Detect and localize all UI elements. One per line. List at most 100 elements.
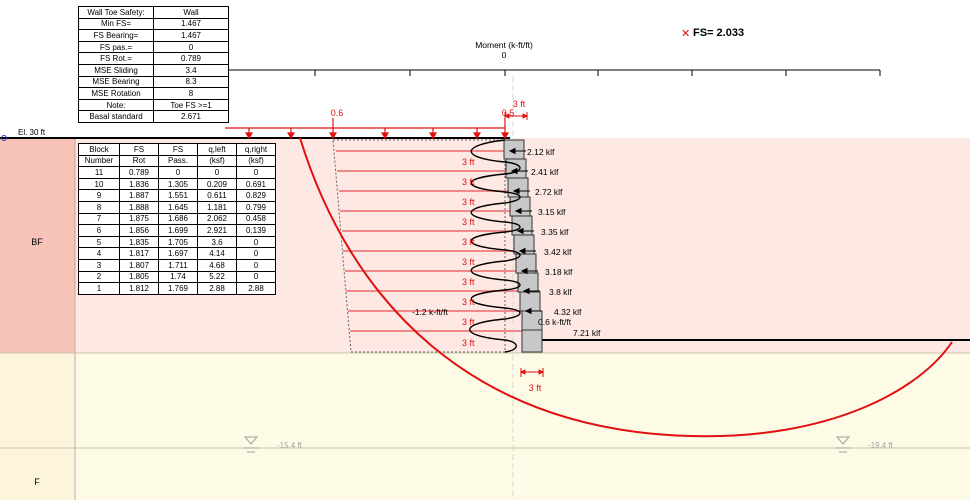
table-cell: 1.645 (158, 200, 198, 214)
force-label: 2.41 klf (531, 167, 559, 177)
table-cell: 0 (153, 40, 229, 54)
water-table-left-label: -15.4 ft (277, 441, 303, 450)
table-header-row: Block FS FS q,left q,right (78, 143, 276, 156)
table-cell: q,left (197, 143, 237, 156)
moment-diagram-curve (469, 139, 521, 353)
table-cell: 2.88 (197, 282, 237, 295)
table-cell: 10 (78, 177, 120, 191)
table-cell: 2.062 (197, 212, 237, 226)
spacing-label-1: 3 ft (462, 157, 475, 167)
force-label: 2.12 klf (527, 147, 555, 157)
table-cell: FS (119, 143, 159, 156)
table-cell: 11 (78, 166, 120, 179)
table-cell: Basal standard (78, 110, 154, 123)
table-cell: Number (78, 154, 120, 168)
face-force-arrows (508, 147, 542, 315)
layer-label-f: F (34, 477, 40, 487)
spacing-label-10: 3 ft (462, 338, 475, 348)
table-cell: FS pas.= (78, 40, 154, 54)
spacing-label-9: 3 ft (462, 317, 475, 327)
fs-label: FS= 2.033 (693, 27, 744, 39)
table-cell: Pass. (158, 154, 198, 168)
table-cell: (ksf) (236, 154, 276, 168)
table-row: FS pas.= 0 (78, 40, 229, 54)
force-labels: 2.12 klf 2.41 klf 2.72 klf 3.15 klf 3.35… (527, 147, 601, 338)
table-cell: 0.829 (236, 189, 276, 202)
table-row: 1 1.812 1.769 2.88 2.88 (78, 282, 276, 295)
force-label: 3.8 klf (549, 287, 572, 297)
spacing-label-6: 3 ft (462, 257, 475, 267)
force-label: 3.18 klf (545, 267, 573, 277)
table-row: FS Rot.= 0.789 (78, 52, 229, 65)
table-cell: 1.817 (119, 247, 159, 260)
table-cell: 1 (78, 282, 120, 295)
table-cell: 1.887 (119, 189, 159, 202)
table-cell: 2 (78, 270, 120, 284)
table-row: 10 1.836 1.305 0.209 0.691 (78, 177, 276, 191)
block-fs-table: Block FS FS q,left q,right Number Rot Pass. (ks… (78, 143, 276, 295)
moment-left-label: -1.2 k-ft/ft (412, 307, 449, 317)
table-cell: FS (158, 143, 198, 156)
table-cell: 6 (78, 224, 120, 237)
table-cell: 0.691 (236, 177, 276, 191)
table-cell: 1.769 (158, 282, 198, 295)
table-cell: 1.74 (158, 270, 198, 284)
spacing-label-8: 3 ft (462, 297, 475, 307)
force-label: 3.15 klf (538, 207, 566, 217)
table-row: Basal standard 2.671 (78, 110, 229, 123)
moment-axis-zero: 0 (502, 50, 507, 60)
spacing-label-5: 3 ft (462, 237, 475, 247)
water-table-icon-right (835, 436, 851, 453)
table-cell: Wall Toe Safety: (78, 6, 154, 19)
table-row: MSE Rotation 8 (78, 87, 229, 100)
table-cell: 4.68 (197, 258, 237, 272)
top-dimension (503, 112, 529, 120)
table-cell: 5.22 (197, 270, 237, 284)
table-cell: 8.3 (153, 75, 229, 89)
f-layer (75, 353, 970, 500)
table-cell: 2.671 (153, 110, 229, 123)
table-cell: 1.805 (119, 270, 159, 284)
table-cell: 1.711 (158, 258, 198, 272)
table-cell: 3.6 (197, 235, 237, 249)
bottom-dimension-label: 3 ft (529, 383, 542, 393)
table-row: 11 0.789 0 0 0 (78, 166, 276, 179)
table-cell: 1.697 (158, 247, 198, 260)
bottom-dimension (519, 368, 545, 377)
table-cell: Note: (78, 98, 154, 112)
f-layer-column (0, 353, 75, 500)
table-cell: 0 (197, 166, 237, 179)
table-row: 8 1.888 1.645 1.181 0.799 (78, 200, 276, 214)
table-cell: 3.4 (153, 63, 229, 77)
table-row: FS Bearing= 1.467 (78, 29, 229, 42)
table-cell: 2.921 (197, 224, 237, 237)
surcharge-arrows (244, 118, 510, 140)
force-label: 7.21 klf (573, 328, 601, 338)
surcharge-right-value: 0.5 (502, 108, 515, 118)
table-cell: FS Bearing= (78, 29, 154, 42)
table-cell: 0 (158, 166, 198, 179)
table-cell: MSE Sliding (78, 63, 154, 77)
table-cell: Min FS= (78, 17, 154, 31)
table-cell: 9 (78, 189, 120, 202)
table-cell: 1.807 (119, 258, 159, 272)
table-header-row: Number Rot Pass. (ksf) (ksf) (78, 154, 276, 168)
moment-axis-title: Moment (k-ft/ft) (475, 40, 533, 50)
table-cell: 1.305 (158, 177, 198, 191)
table-cell: 4 (78, 247, 120, 260)
facing-blocks (503, 139, 543, 353)
table-cell: q,right (236, 143, 276, 156)
force-label: 3.42 klf (544, 247, 572, 257)
table-row: 9 1.887 1.551 0.611 0.829 (78, 189, 276, 202)
surcharge-left-value: 0.6 (331, 108, 344, 118)
table-cell: 1.705 (158, 235, 198, 249)
table-cell: 5 (78, 235, 120, 249)
table-cell: 3 (78, 258, 120, 272)
table-header-row: Wall Toe Safety: Wall (78, 6, 229, 19)
table-cell: 0.458 (236, 212, 276, 226)
table-cell: 8 (78, 200, 120, 214)
block-spacing-labels: 3 ft 3 ft 3 ft 3 ft 3 ft 3 ft 3 ft 3 ft … (462, 157, 475, 348)
table-cell: 7 (78, 212, 120, 226)
table-row: 3 1.807 1.711 4.68 0 (78, 258, 276, 272)
table-cell: Toe FS >=1 (153, 98, 229, 112)
